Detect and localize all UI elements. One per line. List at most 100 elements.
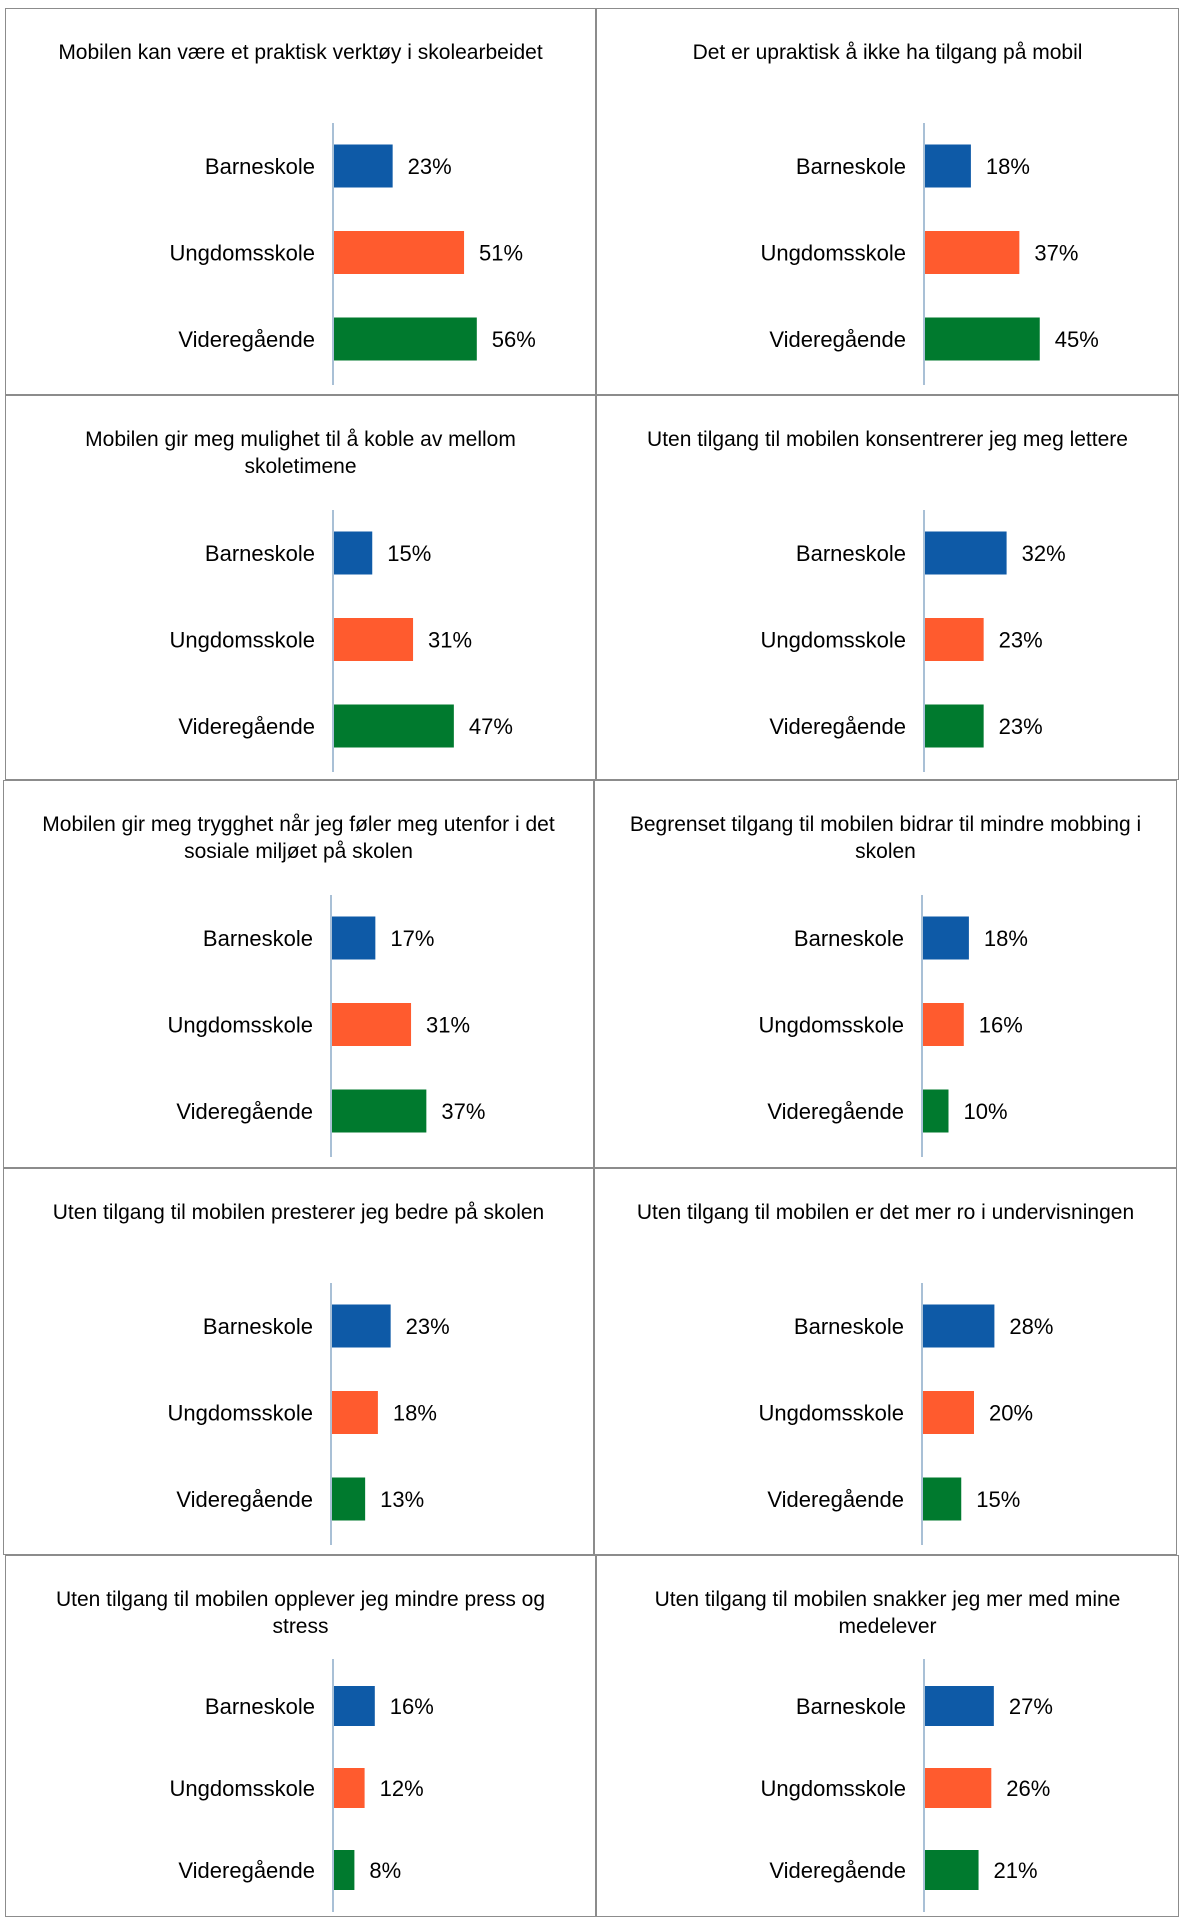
category-label: Barneskole [203, 1314, 313, 1339]
value-label: 15% [976, 1487, 1020, 1512]
value-label: 23% [408, 154, 452, 179]
chart-panel: Uten tilgang til mobilen konsentrerer je… [596, 395, 1179, 780]
bar-ungdomsskole [332, 1003, 412, 1046]
chart-title: Uten tilgang til mobilen konsentrerer je… [647, 428, 1128, 451]
value-label: 18% [393, 1401, 437, 1426]
value-label: 23% [999, 628, 1043, 653]
bar-videregående [925, 704, 984, 748]
bar-chart: Barneskole 18% Ungdomsskole 16% Videregående… [758, 895, 1028, 1157]
bar-barneskole [332, 1304, 391, 1348]
value-label: 27% [1009, 1694, 1053, 1719]
value-label: 28% [1009, 1314, 1053, 1339]
chart-panel: Uten tilgang til mobilen er det mer ro i… [594, 1168, 1177, 1555]
chart-title: Uten tilgang til mobilen opplever jeg mi… [55, 1588, 546, 1638]
bar-videregående [925, 1850, 979, 1890]
bar-barneskole [332, 916, 376, 960]
bar-videregående [334, 704, 454, 748]
chart-panel: Mobilen gir meg mulighet til å koble av … [5, 395, 596, 780]
value-label: 18% [984, 926, 1028, 951]
category-label: Barneskole [205, 1694, 315, 1719]
category-label: Barneskole [203, 926, 313, 951]
value-label: 21% [994, 1858, 1038, 1883]
chart-title: Mobilen gir meg mulighet til å koble av … [85, 428, 516, 478]
value-label: 17% [390, 926, 434, 951]
category-label: Videregående [176, 1487, 313, 1512]
category-label: Ungdomsskole [760, 628, 906, 653]
bar-barneskole [334, 144, 393, 188]
chart-title: Mobilen kan være et praktisk verktøy i s… [58, 41, 543, 64]
value-label: 18% [986, 154, 1030, 179]
value-label: 37% [441, 1099, 485, 1124]
chart-title: Uten tilgang til mobilen snakker jeg mer… [654, 1588, 1121, 1638]
category-label: Barneskole [796, 541, 906, 566]
bar-barneskole [925, 531, 1007, 575]
category-label: Ungdomsskole [167, 1401, 313, 1426]
category-label: Barneskole [205, 541, 315, 566]
bar-chart: Barneskole 23% Ungdomsskole 18% Videregående… [167, 1283, 450, 1545]
bar-ungdomsskole [923, 1391, 974, 1434]
category-label: Ungdomsskole [169, 628, 315, 653]
bar-barneskole [925, 144, 971, 188]
bar-ungdomsskole [334, 1768, 365, 1808]
category-label: Videregående [769, 327, 906, 352]
category-label: Barneskole [794, 926, 904, 951]
chart-title: Uten tilgang til mobilen er det mer ro i… [636, 1201, 1135, 1224]
bar-chart: Barneskole 16% Ungdomsskole 12% Videregående… [169, 1659, 434, 1912]
bar-chart: Barneskole 17% Ungdomsskole 31% Videregående… [167, 895, 485, 1157]
bar-barneskole [334, 531, 373, 575]
bar-ungdomsskole [925, 618, 984, 661]
category-label: Barneskole [796, 154, 906, 179]
value-label: 51% [479, 241, 523, 266]
bar-videregående [923, 1089, 949, 1133]
bar-barneskole [925, 1686, 994, 1726]
chart-title: Det er upraktisk å ikke ha tilgang på mo… [692, 41, 1083, 64]
bar-ungdomsskole [923, 1003, 964, 1046]
category-label: Videregående [178, 714, 315, 739]
value-label: 47% [469, 714, 513, 739]
value-label: 26% [1006, 1776, 1050, 1801]
bar-chart: Barneskole 28% Ungdomsskole 20% Videregående… [758, 1283, 1053, 1545]
chart-title: Begrenset tilgang til mobilen bidrar til… [629, 813, 1142, 863]
category-label: Ungdomsskole [169, 241, 315, 266]
value-label: 13% [380, 1487, 424, 1512]
value-label: 8% [369, 1858, 401, 1883]
category-label: Videregående [767, 1099, 904, 1124]
bar-barneskole [923, 1304, 995, 1348]
bar-ungdomsskole [925, 1768, 992, 1808]
category-label: Barneskole [796, 1694, 906, 1719]
category-label: Barneskole [205, 154, 315, 179]
category-label: Videregående [178, 1858, 315, 1883]
bar-videregående [925, 317, 1040, 361]
value-label: 10% [964, 1099, 1008, 1124]
category-label: Videregående [769, 714, 906, 739]
bar-barneskole [334, 1686, 375, 1726]
bar-videregående [332, 1089, 427, 1133]
chart-title: Mobilen gir meg trygghet når jeg føler m… [42, 813, 555, 863]
bar-chart: Barneskole 32% Ungdomsskole 23% Videregående… [760, 510, 1066, 772]
value-label: 56% [492, 327, 536, 352]
category-label: Videregående [769, 1858, 906, 1883]
category-label: Ungdomsskole [167, 1013, 313, 1038]
bar-videregående [334, 317, 477, 361]
chart-panel: Det er upraktisk å ikke ha tilgang på mo… [596, 8, 1179, 395]
chart-panel: Uten tilgang til mobilen snakker jeg mer… [596, 1555, 1179, 1917]
value-label: 23% [999, 714, 1043, 739]
value-label: 16% [390, 1694, 434, 1719]
value-label: 45% [1055, 327, 1099, 352]
category-label: Ungdomsskole [758, 1013, 904, 1038]
value-label: 31% [426, 1013, 470, 1038]
bar-chart: Barneskole 15% Ungdomsskole 31% Videregående… [169, 510, 513, 772]
bar-videregående [923, 1477, 962, 1521]
value-label: 20% [989, 1401, 1033, 1426]
chart-panel: Uten tilgang til mobilen opplever jeg mi… [5, 1555, 596, 1917]
category-label: Videregående [178, 327, 315, 352]
value-label: 32% [1022, 541, 1066, 566]
bar-chart: Barneskole 18% Ungdomsskole 37% Videregående… [760, 123, 1099, 385]
bar-ungdomsskole [334, 231, 465, 274]
chart-panel: Mobilen kan være et praktisk verktøy i s… [5, 8, 596, 395]
category-label: Ungdomsskole [169, 1776, 315, 1801]
chart-panel: Mobilen gir meg trygghet når jeg føler m… [3, 780, 594, 1168]
category-label: Videregående [767, 1487, 904, 1512]
value-label: 12% [380, 1776, 424, 1801]
